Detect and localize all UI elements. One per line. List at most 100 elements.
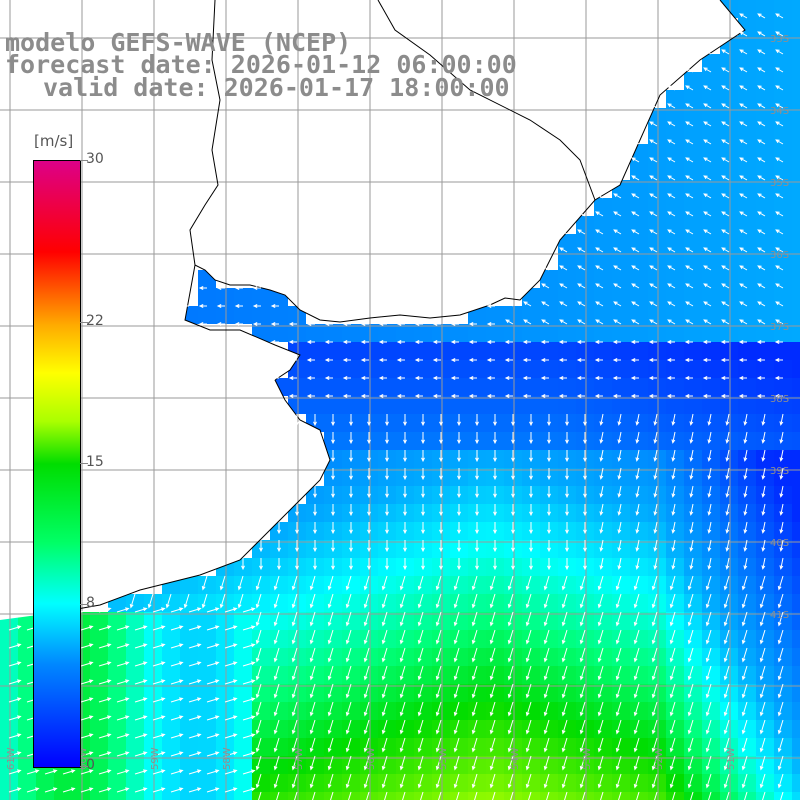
wind-arrow xyxy=(270,340,279,344)
wind-arrow xyxy=(327,629,334,645)
wind-arrow xyxy=(649,157,658,163)
wind-speed-cell xyxy=(270,576,288,594)
wind-arrow xyxy=(583,432,587,445)
wind-speed-cell xyxy=(486,342,504,360)
wind-speed-cell xyxy=(792,684,800,702)
wind-arrow xyxy=(721,193,730,199)
wind-speed-cell xyxy=(648,468,666,486)
wind-arrow xyxy=(559,265,568,271)
wind-arrow xyxy=(651,755,658,771)
wind-speed-cell xyxy=(306,756,324,774)
wind-speed-cell xyxy=(792,0,800,18)
wind-arrow xyxy=(689,557,694,570)
wind-speed-cell xyxy=(270,774,288,792)
wind-arrow xyxy=(583,414,587,427)
wind-arrow xyxy=(273,575,280,591)
wind-arrow xyxy=(597,575,604,591)
wind-arrow xyxy=(198,304,207,308)
wind-speed-cell xyxy=(684,630,702,648)
wind-speed-cell xyxy=(558,702,576,720)
wind-arrow xyxy=(349,414,353,427)
wind-speed-cell xyxy=(774,774,792,792)
wind-arrow xyxy=(617,431,622,444)
wind-arrow xyxy=(649,229,658,235)
wind-arrow xyxy=(327,701,334,717)
wind-speed-cell xyxy=(630,432,648,450)
wind-arrow xyxy=(529,522,533,535)
wind-arrow xyxy=(687,755,694,771)
wind-speed-cell xyxy=(198,792,216,800)
wind-arrow xyxy=(721,139,730,145)
wind-speed-cell xyxy=(756,450,774,468)
wind-speed-cell xyxy=(648,702,666,720)
wind-speed-cell xyxy=(342,720,360,738)
wind-arrow xyxy=(777,575,784,591)
wind-arrow xyxy=(725,539,730,552)
wind-arrow xyxy=(579,737,586,753)
wind-speed-cell xyxy=(630,504,648,522)
wind-arrow xyxy=(385,486,389,499)
wind-speed-cell xyxy=(756,54,774,72)
wind-arrow xyxy=(421,504,425,517)
wind-speed-cell xyxy=(720,252,738,270)
wind-speed-cell xyxy=(306,594,324,612)
wind-speed-cell xyxy=(792,270,800,288)
wind-arrow xyxy=(529,414,533,427)
wind-speed-cell xyxy=(594,576,612,594)
wind-speed-cell xyxy=(162,648,180,666)
wind-arrow xyxy=(669,575,676,591)
wind-arrow xyxy=(252,304,261,308)
wind-arrow xyxy=(651,719,658,735)
wind-arrow xyxy=(613,211,622,217)
wind-speed-cell xyxy=(684,342,702,360)
wind-speed-cell xyxy=(720,180,738,198)
wind-arrow xyxy=(98,643,112,649)
wind-arrow xyxy=(44,787,58,793)
wind-speed-cell xyxy=(468,576,486,594)
wind-arrow xyxy=(540,340,549,344)
wind-speed-cell xyxy=(792,18,800,36)
wind-speed-cell xyxy=(270,648,288,666)
wind-speed-cell xyxy=(792,396,800,414)
wind-speed-cell xyxy=(594,450,612,468)
wind-arrow xyxy=(617,539,622,552)
wind-arrow xyxy=(468,322,477,326)
wind-arrow xyxy=(636,791,640,800)
wind-arrow xyxy=(134,607,148,613)
wind-arrow xyxy=(761,521,766,534)
wind-speed-cell xyxy=(342,378,360,396)
lon-label: 53W xyxy=(582,747,593,770)
wind-arrow xyxy=(649,319,658,325)
wind-arrow xyxy=(565,450,569,463)
wind-speed-cell xyxy=(594,648,612,666)
wind-arrow xyxy=(493,414,497,427)
wind-arrow xyxy=(242,661,256,667)
wind-speed-cell xyxy=(198,288,216,306)
wind-arrow xyxy=(367,522,371,535)
wind-speed-cell xyxy=(738,54,756,72)
wind-arrow xyxy=(417,719,424,735)
wind-speed-cell xyxy=(738,198,756,216)
wind-arrow xyxy=(631,193,640,199)
wind-arrow xyxy=(399,701,406,717)
wind-arrow xyxy=(738,340,747,344)
wind-arrow xyxy=(399,575,406,591)
wind-arrow xyxy=(671,467,676,480)
wind-speed-cell xyxy=(324,702,342,720)
wind-arrow xyxy=(651,611,658,627)
wind-arrow xyxy=(152,715,166,721)
wind-arrow xyxy=(206,625,220,631)
wind-arrow xyxy=(579,611,586,627)
wind-arrow xyxy=(270,376,279,380)
wind-arrow xyxy=(475,450,479,463)
coastline xyxy=(59,0,746,613)
wind-arrow xyxy=(273,593,280,609)
wind-arrow xyxy=(653,503,658,516)
wind-arrow xyxy=(597,629,604,645)
wind-arrow xyxy=(152,733,166,739)
wind-speed-cell xyxy=(378,612,396,630)
wind-speed-cell xyxy=(18,702,36,720)
wind-arrow xyxy=(309,773,316,789)
wind-speed-cell xyxy=(126,792,144,800)
wind-arrow xyxy=(558,358,567,362)
